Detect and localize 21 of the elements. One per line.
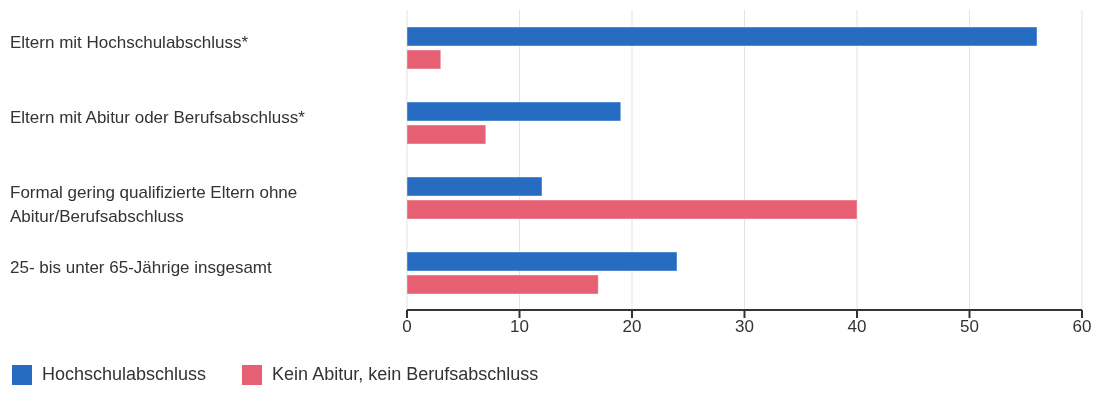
x-tick-label: 20: [622, 317, 642, 337]
bar: [407, 251, 678, 272]
bar: [407, 274, 599, 295]
bar: [407, 101, 622, 122]
bar: [407, 176, 543, 197]
bar: [407, 124, 487, 145]
x-tick-label: 10: [510, 317, 529, 337]
y-tick-label: Eltern mit Abitur oder Berufsabschluss*: [10, 107, 306, 127]
x-tick-label: 30: [735, 317, 754, 337]
legend-label: Hochschulabschluss: [42, 364, 207, 385]
y-tick-label: Eltern mit Hochschulabschluss*: [10, 32, 249, 52]
legend-label: Kein Abitur, kein Berufsabschluss: [272, 364, 539, 385]
x-tick-label: 50: [960, 317, 979, 337]
x-tick-label: 40: [847, 317, 867, 337]
bar: [407, 199, 858, 220]
bar: [407, 49, 442, 70]
x-tick-label: 0: [402, 317, 412, 337]
bar: [407, 26, 1038, 47]
y-tick-label: Formal gering qualifizierte Eltern ohne Abitur/Berufsabschluss: [10, 182, 298, 226]
x-tick-label: 60: [1072, 317, 1092, 337]
y-tick-label: 25- bis unter 65-Jährige insgesamt: [10, 257, 273, 277]
